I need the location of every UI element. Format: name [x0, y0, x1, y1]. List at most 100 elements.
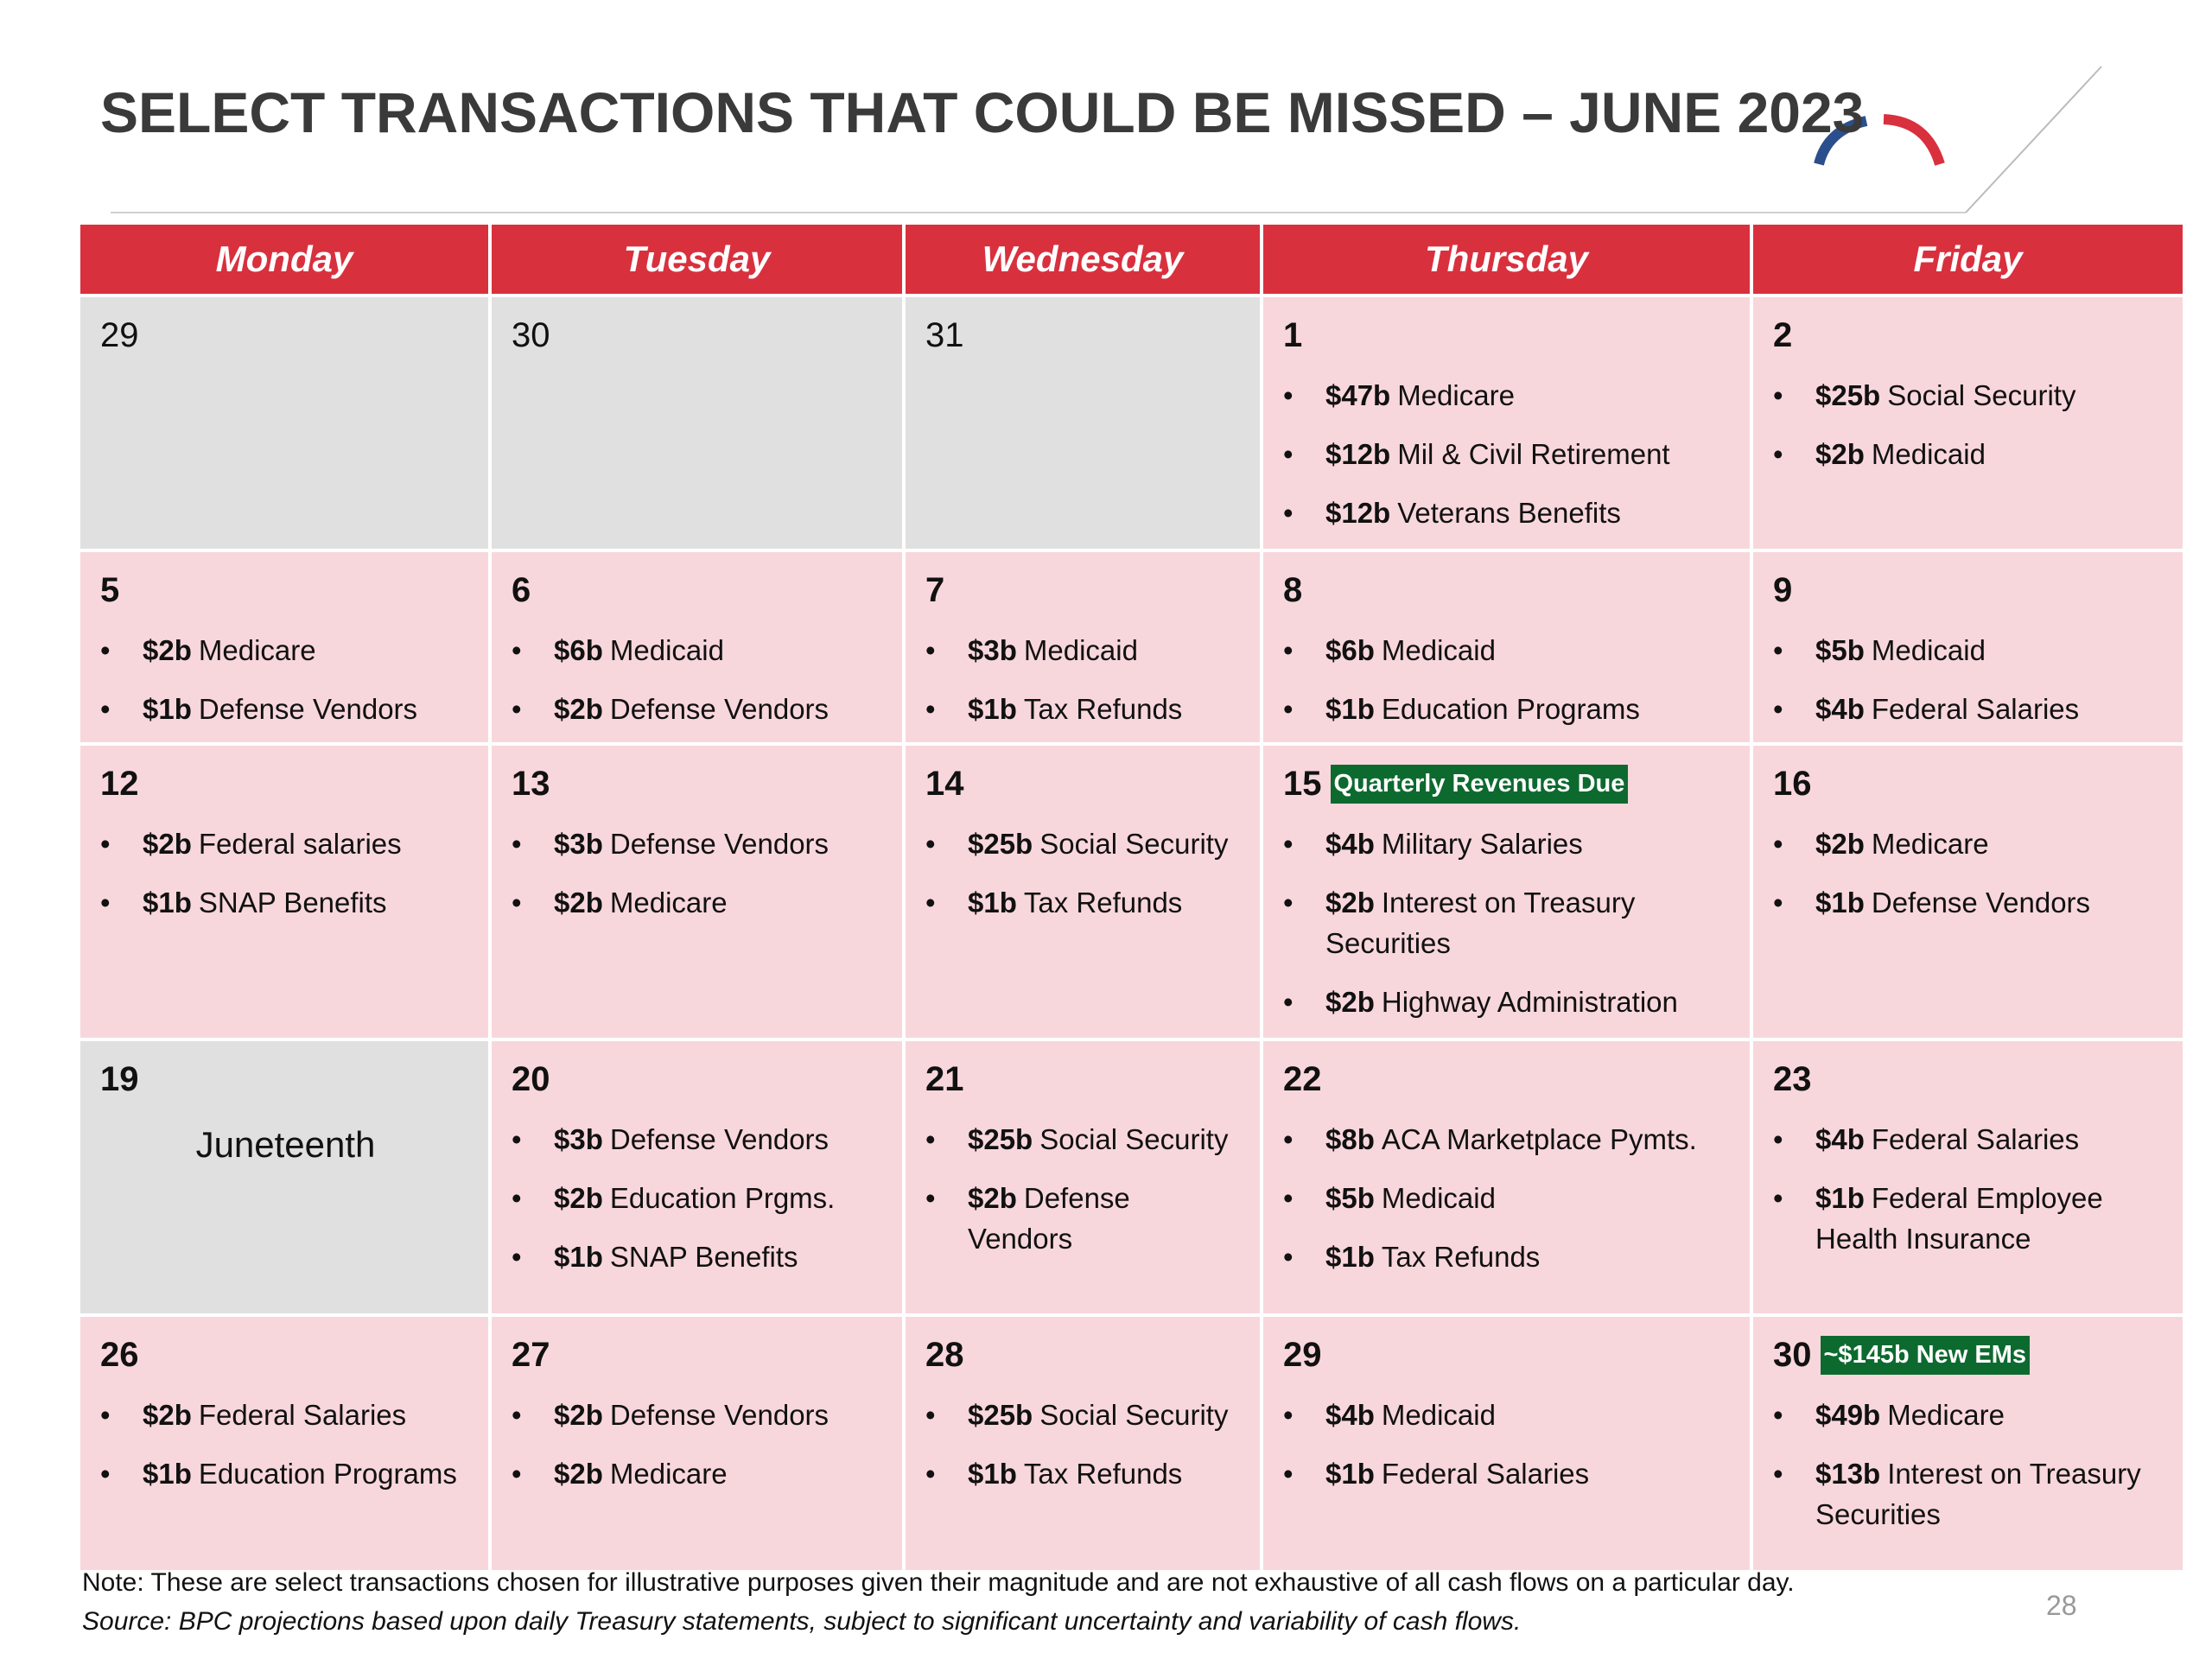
amount: $2b [1325, 986, 1375, 1018]
weekday-header: Thursday [1263, 225, 1750, 294]
note: Note: These are select transactions chos… [82, 1568, 1795, 1597]
day-number: 15 [1283, 764, 1322, 803]
day-row: 13 [512, 761, 885, 806]
day-row: 22 [1283, 1057, 1732, 1102]
day-number: 9 [1773, 570, 1793, 609]
day-number: 29 [100, 315, 139, 354]
description: SNAP Benefits [609, 1241, 798, 1273]
weekday-header: Monday [80, 225, 488, 294]
description: Social Security [1039, 1123, 1229, 1155]
day-row: 27 [512, 1332, 885, 1377]
description: Education Prgms. [609, 1182, 836, 1214]
amount: $47b [1325, 379, 1391, 411]
day-number: 27 [512, 1335, 550, 1374]
description: Federal salaries [198, 828, 402, 860]
amount: $1b [1815, 887, 1865, 918]
description: Defense Vendors [198, 693, 418, 725]
amount: $5b [1325, 1182, 1375, 1214]
amount: $13b [1815, 1458, 1881, 1490]
description: Social Security [1887, 379, 2076, 411]
amount: $1b [1325, 693, 1375, 725]
amount: $1b [1815, 1182, 1865, 1214]
amount: $25b [1815, 379, 1881, 411]
day-row: 26 [100, 1332, 471, 1377]
amount: $6b [1325, 634, 1375, 666]
page-number: 28 [2046, 1590, 2077, 1621]
amount: $2b [1325, 887, 1375, 918]
description: Medicare [198, 634, 316, 666]
amount: $2b [143, 634, 192, 666]
day-row: 30 [512, 313, 885, 358]
description: Medicare [609, 1458, 728, 1490]
day-cell: 30 [492, 297, 902, 549]
amount: $1b [554, 1241, 603, 1273]
day-row: 12 [100, 761, 471, 806]
description: ACA Marketplace Pymts. [1381, 1123, 1697, 1155]
description: Medicaid [1381, 1399, 1496, 1431]
description: Defense Vendors [609, 1123, 830, 1155]
day-number: 5 [100, 570, 120, 609]
day-row: 31 [925, 313, 1243, 358]
amount: $1b [968, 1458, 1017, 1490]
amount: $2b [143, 1399, 192, 1431]
description: Medicaid [1381, 1182, 1496, 1214]
decoration [111, 66, 2102, 213]
amount: $12b [1325, 497, 1391, 529]
amount: $3b [968, 634, 1017, 666]
day-row: 19 [100, 1057, 471, 1102]
amount: $12b [1325, 438, 1391, 470]
day-number: 8 [1283, 570, 1303, 609]
description: Medicare [1871, 828, 1989, 860]
amount: $2b [554, 1182, 603, 1214]
amount: $5b [1815, 634, 1865, 666]
day-row: 29 [100, 313, 471, 358]
day-row: 28 [925, 1332, 1243, 1377]
day-row: 20 [512, 1057, 885, 1102]
day-number: 2 [1773, 315, 1793, 354]
description: Medicare [609, 887, 728, 918]
day-number: 28 [925, 1335, 964, 1374]
day-number: 30 [1773, 1335, 1812, 1374]
amount: $25b [968, 828, 1033, 860]
description: Defense Vendors [1871, 887, 2091, 918]
description: Social Security [1039, 1399, 1229, 1431]
amount: $2b [554, 1458, 603, 1490]
day-row: 7 [925, 568, 1243, 613]
amount: $2b [1815, 828, 1865, 860]
amount: $2b [143, 828, 192, 860]
amount: $4b [1325, 828, 1375, 860]
day-row: 15 Quarterly Revenues Due [1283, 761, 1732, 806]
